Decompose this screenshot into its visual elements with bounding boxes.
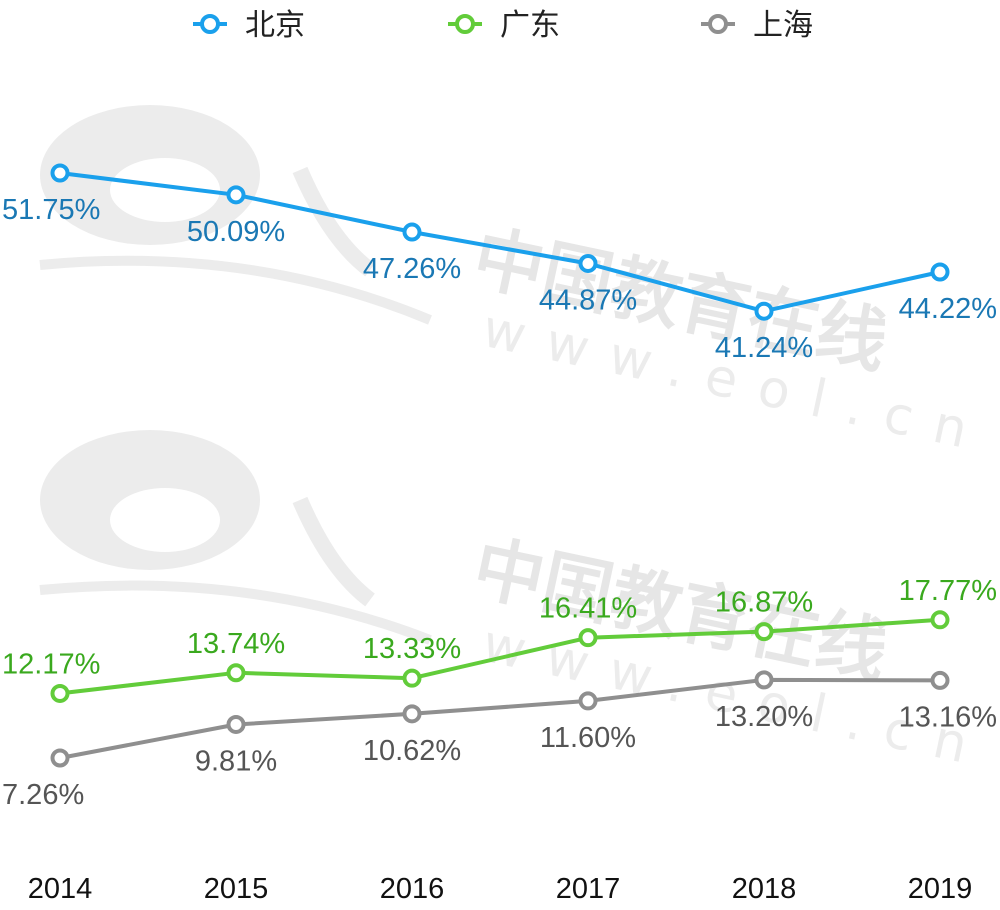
data-point-0-0[interactable] <box>50 163 70 183</box>
data-label-1-3: 16.41% <box>539 593 637 625</box>
data-point-1-3[interactable] <box>578 628 598 648</box>
data-label-2-1: 9.81% <box>195 745 277 777</box>
series-2: 7.26% 9.81% 10.62% 11.60% 13.20% 13.16% <box>2 670 997 811</box>
data-label-2-0: 7.26% <box>2 779 84 811</box>
legend-item-1[interactable]: 广东 <box>448 8 560 43</box>
data-label-1-0: 12.17% <box>2 648 100 680</box>
data-point-1-4[interactable] <box>754 622 774 642</box>
data-label-1-5: 17.77% <box>899 575 997 607</box>
legend-item-2[interactable]: 上海 <box>701 8 813 43</box>
data-label-0-0: 51.75% <box>2 194 100 226</box>
series-1: 12.17% 13.74% 13.33% 16.41% 16.87% 17.77% <box>2 575 997 703</box>
watermark-logo-bottom <box>39 430 432 645</box>
data-label-0-1: 50.09% <box>187 216 285 248</box>
data-point-0-3[interactable] <box>578 253 598 273</box>
data-point-2-0[interactable] <box>50 748 70 768</box>
legend-marker-1 <box>455 14 475 34</box>
x-tick-label-2: 2016 <box>380 873 445 905</box>
legend-label-1: 广东 <box>500 8 560 43</box>
x-tick-label-4: 2018 <box>732 873 797 905</box>
legend-marker-2 <box>708 14 728 34</box>
legend-label-0: 北京 <box>245 8 305 43</box>
watermark-logo-top <box>39 105 432 325</box>
data-label-0-2: 47.26% <box>363 253 461 285</box>
x-tick-label-1: 2015 <box>204 873 269 905</box>
data-point-2-3[interactable] <box>578 691 598 711</box>
x-axis: 2014 2015 2016 2017 2018 2019 <box>28 873 973 905</box>
data-point-1-0[interactable] <box>50 683 70 703</box>
legend: 北京 广东 上海 <box>193 8 813 43</box>
series-0: 51.75% 50.09% 47.26% 44.87% 41.24% 44.22% <box>2 163 997 364</box>
data-point-0-4[interactable] <box>754 301 774 321</box>
data-label-2-5: 13.16% <box>899 701 997 733</box>
series-line-0 <box>59 171 941 314</box>
data-point-2-2[interactable] <box>402 704 422 724</box>
data-label-0-5: 44.22% <box>899 293 997 325</box>
data-point-0-2[interactable] <box>402 222 422 242</box>
data-label-0-4: 41.24% <box>715 332 813 364</box>
data-label-1-1: 13.74% <box>187 628 285 660</box>
legend-label-2: 上海 <box>753 8 813 43</box>
data-point-1-5[interactable] <box>930 610 950 630</box>
data-label-1-2: 13.33% <box>363 633 461 665</box>
series-layer: 51.75% 50.09% 47.26% 44.87% 41.24% 44.22% 12.1… <box>2 163 997 811</box>
data-label-2-4: 13.20% <box>715 701 813 733</box>
x-tick-label-0: 2014 <box>28 873 93 905</box>
series-line-2 <box>59 677 941 760</box>
x-tick-label-5: 2019 <box>908 873 973 905</box>
data-point-0-5[interactable] <box>930 262 950 282</box>
data-label-2-3: 11.60% <box>540 722 636 754</box>
data-point-2-4[interactable] <box>754 670 774 690</box>
data-point-2-5[interactable] <box>930 670 950 690</box>
legend-marker-0 <box>200 14 220 34</box>
legend-item-0[interactable]: 北京 <box>193 8 305 43</box>
data-point-1-1[interactable] <box>226 663 246 683</box>
data-point-0-1[interactable] <box>226 185 246 205</box>
data-label-2-2: 10.62% <box>363 735 461 767</box>
data-point-1-2[interactable] <box>402 668 422 688</box>
data-label-0-3: 44.87% <box>539 284 637 316</box>
x-tick-label-3: 2017 <box>556 873 621 905</box>
data-point-2-1[interactable] <box>226 714 246 734</box>
data-label-1-4: 16.87% <box>715 587 813 619</box>
series-line-1 <box>59 617 941 696</box>
